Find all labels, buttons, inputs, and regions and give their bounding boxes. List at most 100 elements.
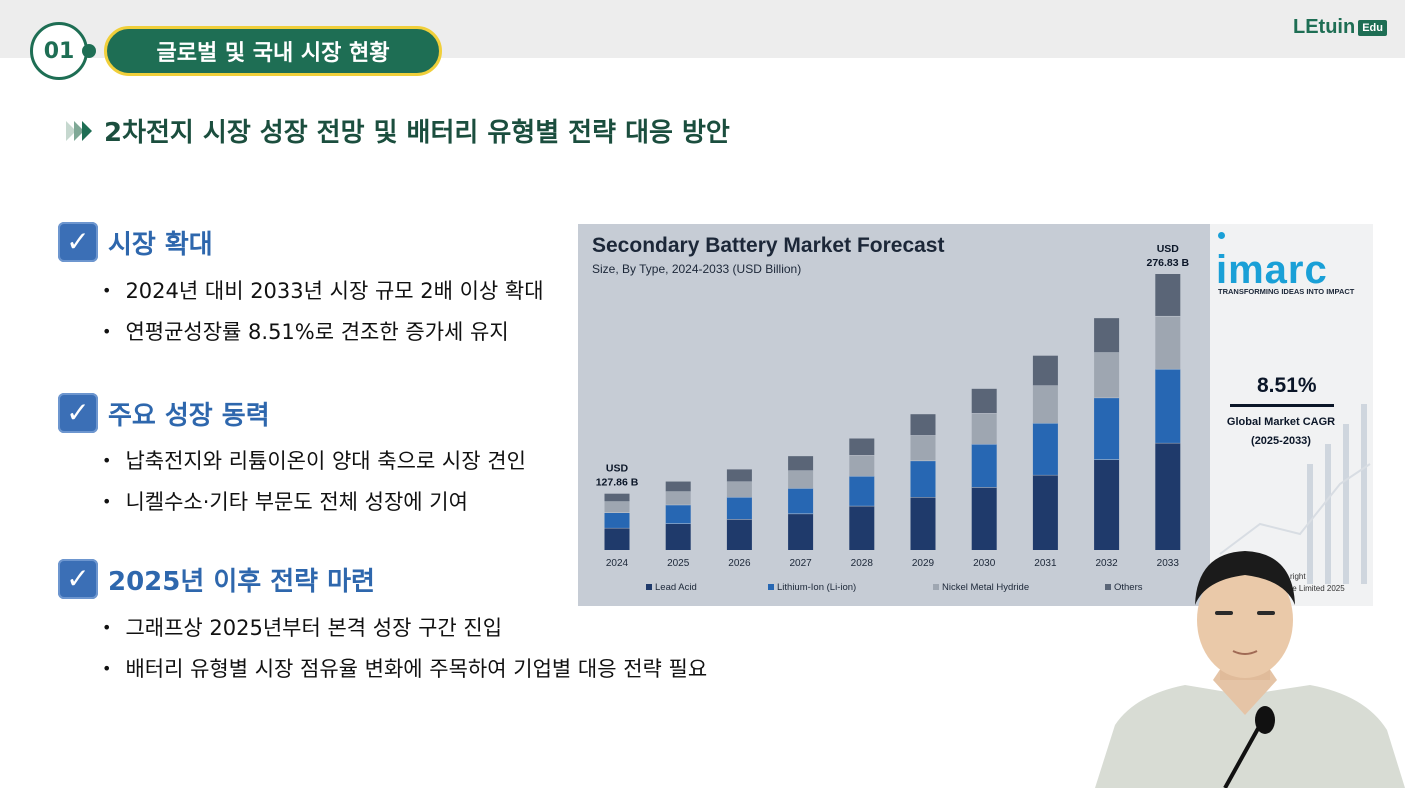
section-number-badge: 01 — [30, 22, 88, 80]
bar-segment-lithium-ion-li-ion--2033 — [1155, 368, 1181, 443]
bar-segment-nickel-metal-hydride-2032 — [1094, 352, 1120, 398]
bar-segment-others-2029 — [910, 414, 936, 436]
section-heading-market-expansion: ✓ 시장 확대 — [58, 222, 213, 262]
bar-segment-others-2031 — [1032, 355, 1058, 386]
legend-swatch — [768, 584, 774, 590]
bullet-item: • 그래프상 2025년부터 본격 성장 구간 진입 — [102, 616, 503, 640]
bar-segment-others-2026 — [726, 469, 752, 482]
bar-segment-lithium-ion-li-ion--2031 — [1032, 423, 1058, 475]
presenter-webcam — [1095, 551, 1405, 788]
bar-segment-others-2033 — [1155, 274, 1181, 316]
x-tick-label: 2025 — [667, 558, 690, 569]
bar-segment-lithium-ion-li-ion--2029 — [910, 460, 936, 498]
checkbox-icon: ✓ — [58, 222, 98, 262]
heading-text: 주요 성장 동력 — [108, 400, 270, 431]
cagr-period: (2025-2033) — [1251, 435, 1311, 447]
copyright-line-1: right — [1290, 572, 1306, 581]
imarc-dot — [1218, 232, 1225, 239]
x-tick-label: 2028 — [851, 558, 874, 569]
data-label-unit: USD — [606, 463, 629, 475]
bar-segment-nickel-metal-hydride-2025 — [665, 491, 691, 505]
bar-segment-lead-acid-2033 — [1155, 442, 1181, 550]
checkbox-icon: ✓ — [58, 393, 98, 433]
letuin-logo: LEtuin Edu — [1293, 16, 1387, 39]
bullet-text: 2024년 대비 2033년 시장 규모 2배 이상 확대 — [125, 279, 544, 303]
bullet-item: • 니켈수소·기타 부문도 전체 성장에 기여 — [102, 490, 468, 514]
x-tick-label: 2024 — [606, 558, 629, 569]
legend-swatch — [646, 584, 652, 590]
bar-segment-lead-acid-2029 — [910, 497, 936, 550]
bar-segment-nickel-metal-hydride-2026 — [726, 481, 752, 498]
bar-segment-lead-acid-2027 — [788, 513, 814, 550]
bar-segment-others-2032 — [1094, 318, 1120, 353]
cagr-label: Global Market CAGR — [1226, 416, 1336, 428]
section-dot — [82, 44, 96, 58]
bar-segment-lithium-ion-li-ion--2028 — [849, 476, 875, 506]
heading-text: 시장 확대 — [108, 229, 213, 260]
section-title: 글로벌 및 국내 시장 현황 — [156, 41, 390, 66]
legend-label: Lead Acid — [655, 582, 697, 593]
bullet-text: 연평균성장률 8.51%로 견조한 증가세 유지 — [125, 320, 509, 344]
section-heading-growth-drivers: ✓ 주요 성장 동력 — [58, 393, 270, 433]
legend-swatch — [933, 584, 939, 590]
x-tick-label: 2027 — [789, 558, 812, 569]
checkbox-icon: ✓ — [58, 559, 98, 599]
bar-segment-nickel-metal-hydride-2031 — [1032, 385, 1058, 424]
bar-segment-lead-acid-2031 — [1032, 474, 1058, 550]
section-number: 01 — [43, 38, 75, 64]
bar-segment-lead-acid-2026 — [726, 519, 752, 550]
data-label-unit: USD — [1157, 243, 1180, 255]
bar-segment-others-2025 — [665, 481, 691, 492]
bar-segment-nickel-metal-hydride-2024 — [604, 501, 630, 513]
bar-segment-lithium-ion-li-ion--2032 — [1094, 397, 1120, 460]
bullet-text: 배터리 유형별 시장 점유율 변화에 주목하여 기업별 대응 전략 필요 — [125, 657, 708, 681]
section-title-pill: 글로벌 및 국내 시장 현황 — [104, 26, 442, 76]
imarc-tagline: TRANSFORMING IDEAS INTO IMPACT — [1218, 287, 1355, 296]
decorative-graph-background — [1219, 404, 1371, 584]
legend-label: Lithium-Ion (Li-ion) — [777, 582, 856, 593]
data-label-value: 276.83 B — [1146, 257, 1189, 269]
copyright-line-2: te Limited 2025 — [1290, 584, 1345, 593]
data-label-value: 127.86 B — [596, 477, 639, 489]
cagr-divider — [1230, 404, 1334, 407]
bar-segment-lithium-ion-li-ion--2027 — [788, 488, 814, 514]
x-tick-label: 2033 — [1157, 558, 1180, 569]
x-tick-label: 2032 — [1095, 558, 1118, 569]
bar-segment-lithium-ion-li-ion--2024 — [604, 512, 630, 528]
bar-segment-lithium-ion-li-ion--2025 — [665, 504, 691, 524]
bullet-item: • 납축전지와 리튬이온이 양대 축으로 시장 견인 — [102, 449, 526, 473]
bar-segment-nickel-metal-hydride-2028 — [849, 455, 875, 477]
bar-segment-lithium-ion-li-ion--2026 — [726, 497, 752, 520]
x-tick-label: 2029 — [912, 558, 935, 569]
section-heading-strategy: ✓ 2025년 이후 전략 마련 — [58, 559, 375, 599]
bar-segment-lead-acid-2024 — [604, 527, 630, 550]
market-forecast-chart: Secondary Battery Market Forecast Size, … — [578, 224, 1373, 606]
imarc-logo: imarc — [1216, 248, 1328, 292]
bullet-item: • 연평균성장률 8.51%로 견조한 증가세 유지 — [102, 320, 509, 344]
bar-segment-lead-acid-2028 — [849, 505, 875, 550]
imarc-side-panel — [1210, 224, 1373, 606]
bullet-text: 납축전지와 리튬이온이 양대 축으로 시장 견인 — [125, 449, 526, 473]
x-tick-label: 2026 — [728, 558, 751, 569]
bar-segment-lead-acid-2025 — [665, 523, 691, 550]
chart-title: Secondary Battery Market Forecast — [592, 234, 945, 257]
slide-subtitle: 2차전지 시장 성장 전망 및 배터리 유형별 전략 대응 방안 — [66, 112, 730, 149]
cagr-value: 8.51% — [1257, 374, 1317, 397]
logo-badge: Edu — [1358, 19, 1387, 36]
bar-segment-others-2024 — [604, 493, 630, 502]
bar-segment-others-2030 — [971, 388, 997, 414]
x-tick-label: 2030 — [973, 558, 996, 569]
bar-segment-lead-acid-2030 — [971, 487, 997, 550]
legend-label: Nickel Metal Hydride — [942, 582, 1029, 593]
legend-swatch — [1105, 584, 1111, 590]
bullet-text: 그래프상 2025년부터 본격 성장 구간 진입 — [125, 616, 503, 640]
bullet-item: • 2024년 대비 2033년 시장 규모 2배 이상 확대 — [102, 279, 544, 303]
bar-segment-nickel-metal-hydride-2033 — [1155, 315, 1181, 369]
bar-segment-nickel-metal-hydride-2030 — [971, 413, 997, 445]
triple-chevron-icon — [66, 120, 92, 141]
bar-segment-nickel-metal-hydride-2029 — [910, 435, 936, 461]
heading-text: 2025년 이후 전략 마련 — [108, 566, 375, 597]
bar-segment-others-2028 — [849, 438, 875, 456]
bar-segment-lithium-ion-li-ion--2030 — [971, 444, 997, 488]
bar-segment-lead-acid-2032 — [1094, 459, 1120, 550]
